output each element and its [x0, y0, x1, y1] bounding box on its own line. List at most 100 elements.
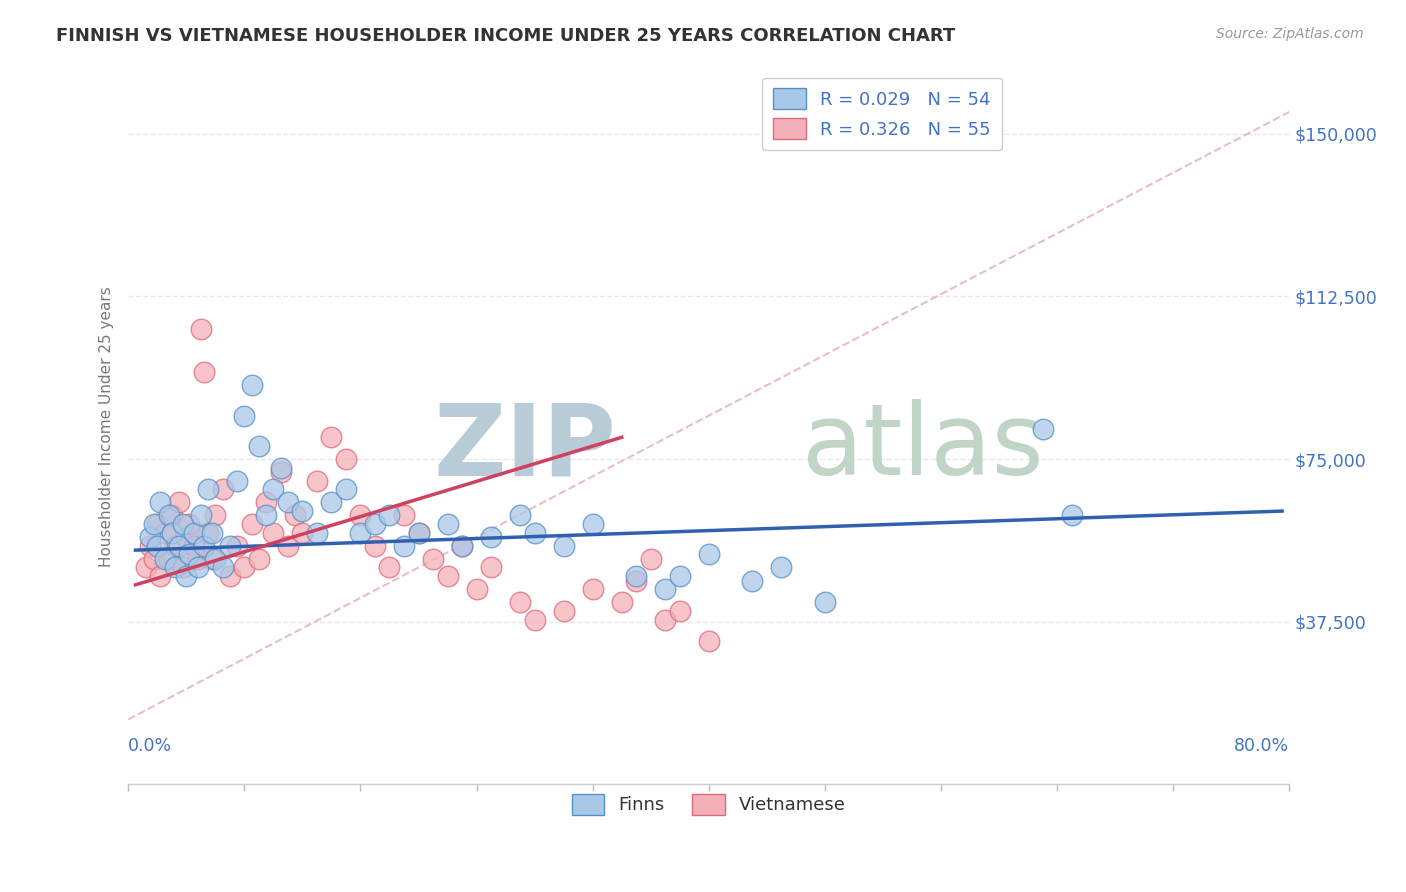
Point — [135, 560, 157, 574]
Point — [392, 508, 415, 523]
Point — [179, 548, 201, 562]
Point — [291, 525, 314, 540]
Point — [321, 495, 343, 509]
Point — [392, 539, 415, 553]
Point — [451, 539, 474, 553]
Point — [211, 483, 233, 497]
Point — [465, 582, 488, 597]
Point — [553, 539, 575, 553]
Point — [335, 483, 357, 497]
Point — [157, 551, 180, 566]
Point — [408, 525, 430, 540]
Point — [233, 409, 256, 423]
Point — [553, 604, 575, 618]
Text: 80.0%: 80.0% — [1234, 737, 1289, 755]
Legend: Finns, Vietnamese: Finns, Vietnamese — [561, 783, 856, 825]
Point — [640, 551, 662, 566]
Point — [197, 483, 219, 497]
Point — [193, 539, 215, 553]
Point — [582, 582, 605, 597]
Point — [226, 474, 249, 488]
Text: FINNISH VS VIETNAMESE HOUSEHOLDER INCOME UNDER 25 YEARS CORRELATION CHART: FINNISH VS VIETNAMESE HOUSEHOLDER INCOME… — [56, 27, 956, 45]
Point — [247, 551, 270, 566]
Point — [741, 574, 763, 588]
Y-axis label: Householder Income Under 25 years: Householder Income Under 25 years — [100, 286, 114, 566]
Point — [270, 460, 292, 475]
Point — [626, 574, 648, 588]
Point — [153, 525, 176, 540]
Point — [211, 560, 233, 574]
Point — [479, 530, 502, 544]
Point — [349, 508, 371, 523]
Point — [149, 495, 172, 509]
Point — [146, 517, 169, 532]
Point — [523, 525, 546, 540]
Text: 0.0%: 0.0% — [128, 737, 173, 755]
Point — [270, 465, 292, 479]
Point — [179, 517, 201, 532]
Point — [509, 508, 531, 523]
Point — [277, 539, 299, 553]
Point — [218, 569, 240, 583]
Point — [451, 539, 474, 553]
Point — [139, 539, 162, 553]
Point — [668, 569, 690, 583]
Point — [190, 322, 212, 336]
Point — [335, 452, 357, 467]
Text: atlas: atlas — [801, 400, 1043, 497]
Point — [163, 560, 186, 574]
Point — [349, 525, 371, 540]
Point — [183, 525, 205, 540]
Point — [163, 539, 186, 553]
Point — [183, 539, 205, 553]
Point — [143, 517, 166, 532]
Point — [378, 508, 401, 523]
Point — [277, 495, 299, 509]
Point — [697, 548, 720, 562]
Point — [240, 517, 263, 532]
Point — [262, 525, 284, 540]
Point — [291, 504, 314, 518]
Point — [197, 525, 219, 540]
Point — [610, 595, 633, 609]
Point — [190, 508, 212, 523]
Point — [160, 525, 183, 540]
Point — [262, 483, 284, 497]
Point — [582, 517, 605, 532]
Point — [139, 530, 162, 544]
Point — [218, 539, 240, 553]
Point — [305, 474, 328, 488]
Point — [626, 569, 648, 583]
Point — [436, 517, 458, 532]
Point — [408, 525, 430, 540]
Point — [321, 430, 343, 444]
Point — [153, 551, 176, 566]
Point — [479, 560, 502, 574]
Point — [668, 604, 690, 618]
Point — [770, 560, 793, 574]
Point — [204, 508, 226, 523]
Point — [1060, 508, 1083, 523]
Point — [149, 569, 172, 583]
Point — [364, 539, 387, 553]
Point — [187, 551, 209, 566]
Point — [697, 634, 720, 648]
Point — [523, 613, 546, 627]
Point — [157, 508, 180, 523]
Point — [143, 551, 166, 566]
Point — [193, 365, 215, 379]
Point — [176, 569, 198, 583]
Point — [364, 517, 387, 532]
Text: Source: ZipAtlas.com: Source: ZipAtlas.com — [1216, 27, 1364, 41]
Point — [167, 539, 190, 553]
Point — [146, 539, 169, 553]
Point — [1032, 422, 1054, 436]
Point — [226, 539, 249, 553]
Point — [233, 560, 256, 574]
Point — [654, 582, 676, 597]
Point — [654, 613, 676, 627]
Point — [172, 517, 194, 532]
Point — [160, 508, 183, 523]
Point — [305, 525, 328, 540]
Point — [254, 508, 277, 523]
